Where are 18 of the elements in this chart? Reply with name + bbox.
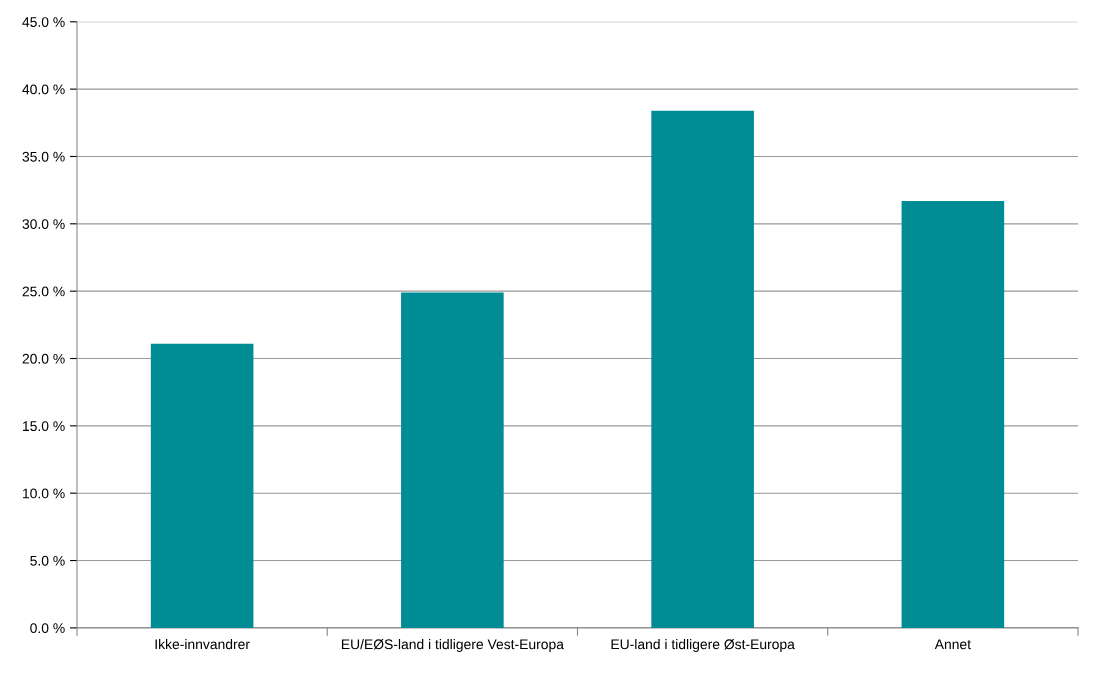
y-tick-label: 40.0 % — [22, 84, 65, 95]
y-tick-label: 0.0 % — [30, 623, 65, 634]
bar — [401, 292, 504, 628]
y-tick-label: 10.0 % — [23, 488, 65, 499]
y-tick-label: 30.0 % — [22, 219, 65, 229]
x-tick-label: EU-land i tidligere Øst-Europa — [611, 638, 795, 652]
bar — [150, 343, 254, 628]
y-tick-label: 5.0 % — [30, 555, 65, 566]
y-tick-label: 20.0 % — [22, 353, 65, 364]
bar — [651, 110, 754, 628]
x-tick-label: EU/EØS-land i tidligere Vest-Europa — [341, 638, 564, 652]
x-tick-label: Annet — [934, 639, 971, 650]
y-tick-label: 35.0 % — [22, 151, 65, 162]
y-tick-label: 25.0 % — [22, 286, 65, 297]
y-tick-label: 45.0 % — [22, 17, 65, 27]
y-tick-label: 15.0 % — [23, 421, 65, 432]
bar — [901, 200, 1005, 628]
x-tick-label: Ikke-innvandrer — [155, 638, 250, 650]
